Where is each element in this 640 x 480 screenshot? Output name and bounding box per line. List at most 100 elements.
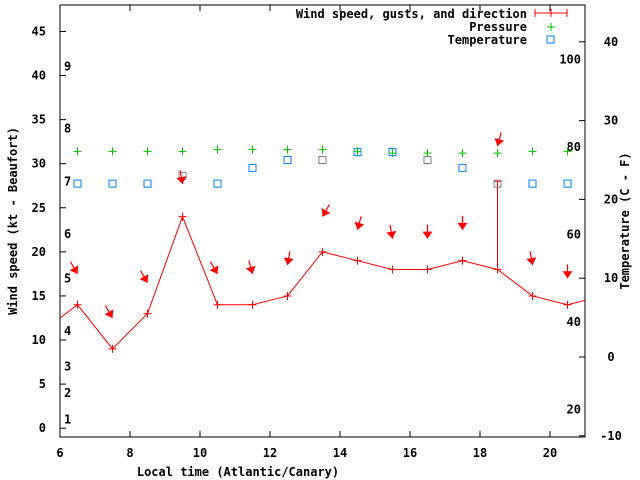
temperature-point — [458, 163, 467, 172]
x-tick-label: 6 — [56, 446, 63, 460]
wind-speed-line — [60, 215, 585, 350]
fahrenheit-label: 100 — [559, 52, 581, 66]
y2-tick-label: 10 — [604, 271, 618, 285]
x-tick-label: 18 — [473, 446, 487, 460]
legend-wind-label: Wind speed, gusts, and direction — [296, 7, 527, 21]
x-tick-label: 10 — [193, 446, 207, 460]
x-axis-label: Local time (Atlantic/Canary) — [137, 465, 339, 479]
y-tick-label: 20 — [32, 245, 46, 259]
temperature-point — [493, 179, 502, 188]
y2-tick-label: -10 — [600, 429, 622, 443]
wind-direction-arrow-head — [354, 221, 365, 230]
pressure-point — [528, 147, 537, 156]
wind-speed-point — [283, 291, 292, 300]
pressure-point — [353, 147, 362, 156]
wind-speed-point — [388, 265, 397, 274]
beaufort-label: 2 — [64, 386, 71, 400]
wind-direction-arrow-head — [139, 274, 149, 283]
temperature-point — [108, 179, 117, 188]
beaufort-label: 1 — [64, 412, 71, 426]
legend-temperature-label: Temperature — [448, 33, 527, 47]
temperature-point — [318, 156, 327, 164]
y2-axis-label: Temperature (C - F) — [618, 152, 632, 289]
pressure-point — [283, 145, 292, 154]
beaufort-label: 6 — [64, 227, 71, 241]
temperature-point — [528, 179, 537, 188]
y-tick-label: 45 — [32, 24, 46, 38]
wind-direction-arrow-head — [386, 230, 397, 239]
fahrenheit-label: 20 — [567, 403, 581, 417]
y-tick-label: 40 — [32, 69, 46, 83]
x-tick-label: 14 — [333, 446, 347, 460]
beaufort-label: 7 — [64, 174, 71, 188]
wind-direction-arrow-head — [422, 231, 433, 239]
pressure-point — [423, 149, 432, 158]
beaufort-label: 5 — [64, 271, 71, 285]
y2-tick-label: 0 — [607, 350, 614, 364]
wind-direction-arrow-head — [209, 265, 219, 274]
wind-direction-arrow-head — [69, 265, 79, 274]
x-tick-label: 8 — [126, 446, 133, 460]
y2-tick-label: 40 — [604, 35, 618, 49]
wind-speed-point — [458, 256, 467, 265]
wind-speed-point — [248, 300, 257, 309]
wind-speed-point — [353, 256, 362, 265]
wind-speed-point — [423, 265, 432, 274]
legend-pressure-marker — [547, 23, 555, 31]
wind-direction-arrow-head — [245, 265, 256, 274]
wind-direction-arrow-head — [457, 222, 468, 230]
legend-temperature-marker — [546, 35, 555, 44]
temperature-point — [248, 163, 257, 172]
pressure-point — [143, 147, 152, 156]
temperature-point — [213, 179, 222, 188]
y-axis-label: Wind speed (kt - Beaufort) — [6, 127, 20, 315]
wind-direction-arrow-head — [176, 176, 187, 184]
wind-speed-point — [108, 344, 117, 353]
y-tick-label: 30 — [32, 157, 46, 171]
wind-direction-arrow-head — [562, 271, 573, 279]
pressure-point — [213, 145, 222, 154]
y-tick-label: 35 — [32, 113, 46, 127]
temperature-point — [283, 156, 292, 164]
y-tick-label: 5 — [39, 377, 46, 391]
pressure-point — [73, 147, 82, 156]
plot-frame — [59, 4, 586, 438]
y-tick-label: 25 — [32, 201, 46, 215]
pressure-point — [458, 149, 467, 158]
beaufort-label: 8 — [64, 121, 71, 135]
y-tick-label: 15 — [32, 289, 46, 303]
wind-speed-point — [213, 300, 222, 309]
wind-direction-arrow-head — [283, 257, 294, 266]
fahrenheit-label: 40 — [567, 315, 581, 329]
legend: Wind speed, gusts, and direction Pressur… — [296, 7, 527, 47]
wind-speed-point — [73, 300, 82, 309]
temperature-point — [423, 156, 432, 164]
pressure-point — [318, 145, 327, 154]
temperature-point — [563, 179, 572, 188]
pressure-point — [388, 149, 397, 158]
pressure-point — [563, 147, 572, 156]
y2-tick-label: 20 — [604, 192, 618, 206]
wind-speed-point — [563, 300, 572, 309]
pressure-point — [493, 149, 502, 158]
wind-speed-point — [143, 309, 152, 318]
pressure-point — [178, 147, 187, 156]
wind-speed-point — [178, 212, 187, 221]
wind-speed-point — [528, 291, 537, 300]
wind-direction-arrow-head — [526, 257, 537, 266]
wind-direction-arrow-head — [104, 309, 114, 318]
legend-pressure-label: Pressure — [469, 20, 527, 34]
x-tick-label: 16 — [403, 446, 417, 460]
wind-direction-arrow-head — [321, 208, 331, 217]
beaufort-label: 4 — [64, 324, 71, 338]
fahrenheit-label: 80 — [567, 140, 581, 154]
x-tick-label: 12 — [263, 446, 277, 460]
y-tick-label: 10 — [32, 333, 46, 347]
wind-speed-point — [318, 247, 327, 256]
beaufort-label: 3 — [64, 359, 71, 373]
y-tick-label: 0 — [39, 421, 46, 435]
beaufort-label: 9 — [64, 60, 71, 74]
temperature-point — [73, 179, 82, 188]
